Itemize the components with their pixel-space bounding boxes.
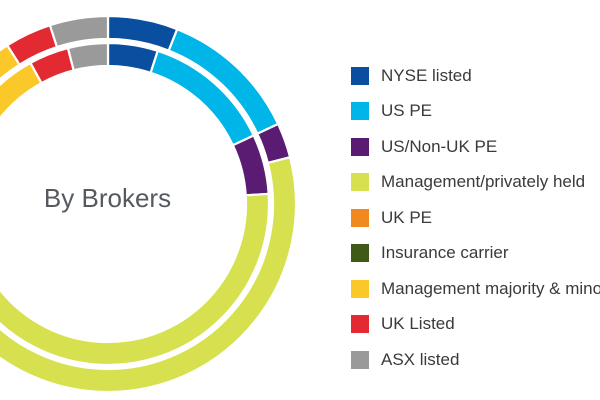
legend-label: NYSE listed [381,65,472,85]
legend-item: UK PE [351,200,600,236]
chart-legend: NYSE listed US PE US/Non-UK PE Management/p… [351,58,600,378]
inner-segment-management-privately-held [0,192,271,367]
legend-swatch [351,173,369,192]
inner-segment-nyse-listed [106,41,160,75]
legend-swatch [351,350,369,369]
legend-item: ASX listed [351,342,600,378]
legend-label: UK PE [381,207,433,227]
legend-item: UK Listed [351,307,600,343]
legend-swatch [351,208,369,227]
legend-label: UK Listed [381,314,455,334]
legend-label: Management majority & minority [381,278,600,298]
outer-segment-asx-listed [48,14,110,49]
legend-item: Insurance carrier [351,236,600,272]
legend-label: Insurance carrier [381,243,509,263]
legend-item: US PE [351,94,600,130]
legend-item: Management/privately held [351,165,600,201]
legend-label: Management/privately held [381,172,586,192]
inner-segment-management-majority-minority [0,61,44,120]
outer-segment-management-privately-held [0,155,298,394]
chart-title: By Brokers [43,183,172,213]
legend-swatch [351,244,369,263]
legend-swatch [351,279,369,298]
legend-item: NYSE listed [351,58,600,94]
legend-swatch [351,315,369,334]
legend-swatch [351,66,369,85]
legend-item: US/Non-UK PE [351,129,600,165]
legend-label: US PE [381,101,433,121]
inner-segment-asx-listed [66,41,110,72]
legend-swatch [351,102,369,121]
legend-label: ASX listed [381,349,460,369]
legend-item: Management majority & minority [351,271,600,307]
legend-label: US/Non-UK PE [381,136,498,156]
legend-swatch [351,137,369,156]
